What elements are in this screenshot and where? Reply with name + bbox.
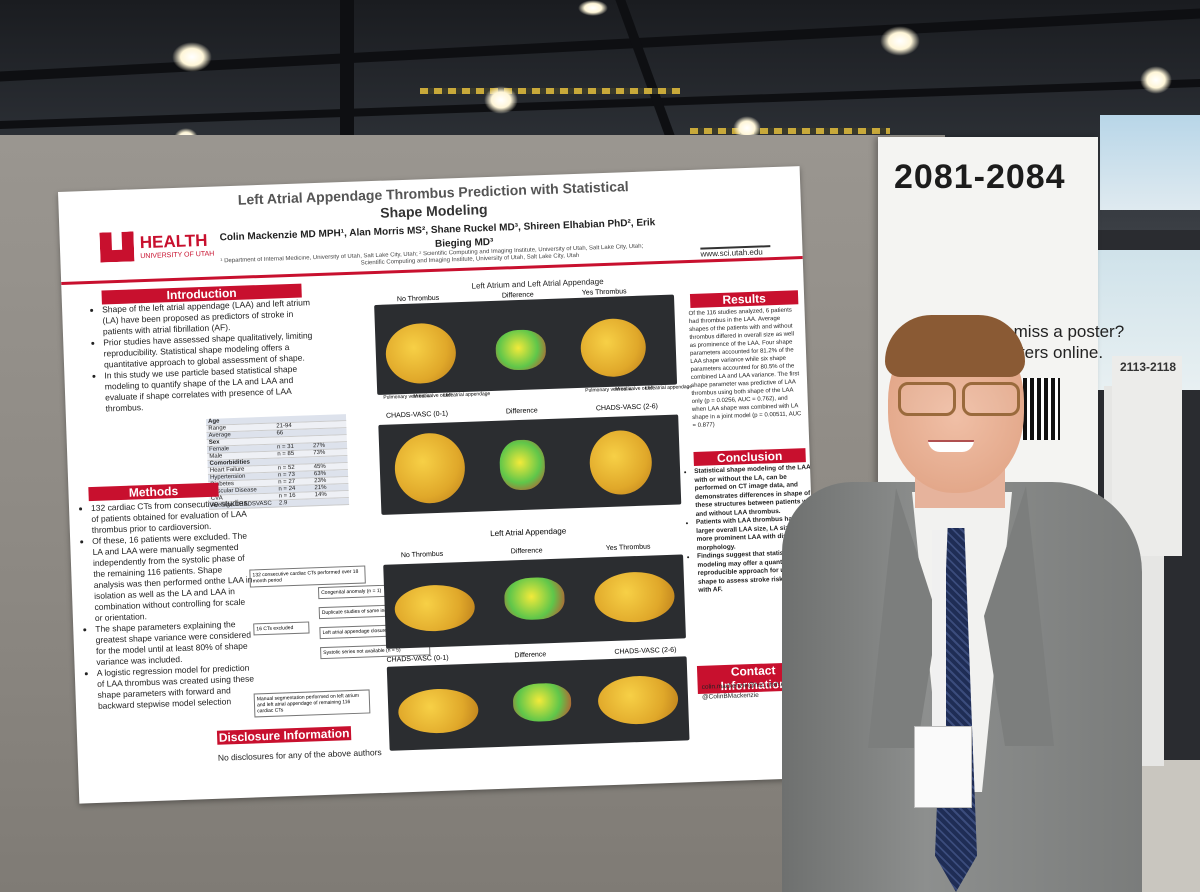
conclusion-header: Conclusion bbox=[693, 448, 806, 466]
sci-logo-icon bbox=[699, 223, 771, 250]
s3-label: Difference bbox=[510, 547, 543, 556]
s2-label: CHADS-VASC (2-6) bbox=[595, 403, 659, 413]
logo-university: UNIVERSITY OF UTAH bbox=[140, 250, 215, 261]
flow-excluded-box: 16 CTs excluded bbox=[253, 621, 310, 636]
s2-label: Difference bbox=[505, 407, 538, 416]
person-smile bbox=[928, 440, 974, 452]
s2-label: CHADS-VASC (0-1) bbox=[385, 410, 449, 420]
flow-end-box: Manual segmentation performed on left at… bbox=[253, 689, 371, 718]
intro-list: Shape of the left atrial appendage (LAA)… bbox=[90, 297, 326, 415]
name-badge bbox=[914, 726, 972, 808]
ceiling-light bbox=[578, 0, 608, 16]
logo-health: HEALTH bbox=[139, 230, 208, 253]
s3-label: Yes Thrombus bbox=[605, 543, 651, 553]
s1-label: Difference bbox=[501, 291, 534, 300]
methods-item: A logistic regression model for predicti… bbox=[97, 662, 258, 712]
secondary-sign-number: 2113-2118 bbox=[1120, 360, 1177, 374]
person-hair bbox=[885, 315, 1025, 377]
methods-item: 132 cardiac CTs from consecutive studies… bbox=[91, 497, 252, 536]
university-logo-icon bbox=[99, 231, 134, 262]
center-section1-title: Left Atrium and Left Atrial Appendage bbox=[471, 277, 604, 291]
board-number: 2081-2084 bbox=[894, 158, 1066, 196]
shape-model-image-2 bbox=[378, 414, 682, 515]
s4-label: CHADS-VASC (2-6) bbox=[614, 646, 677, 656]
qr-code-icon bbox=[1016, 378, 1060, 440]
poster-authors-2: Bieging MD³ bbox=[434, 236, 494, 250]
table-cell: 63% bbox=[313, 470, 327, 478]
ceiling-light bbox=[880, 26, 920, 56]
s1-label: No Thrombus bbox=[396, 294, 440, 304]
sign-text-line1: ou miss a poster? bbox=[990, 322, 1125, 341]
methods-item: Of these, 16 patients were excluded. The… bbox=[92, 530, 255, 624]
shape-model-image-3 bbox=[383, 554, 686, 649]
results-header: Results bbox=[689, 290, 799, 308]
lanyard bbox=[932, 530, 946, 730]
contact-handle: @ColinBMackenzie bbox=[701, 691, 759, 701]
flow-start-box: 132 consecutive cardiac CTs performed ov… bbox=[249, 565, 366, 588]
intro-item: In this study we use particle based stat… bbox=[104, 363, 325, 415]
center-section2-title: Left Atrial Appendage bbox=[490, 526, 567, 539]
s1-annotation: Left atrial appendage bbox=[645, 383, 693, 392]
results-text: Of the 116 studies analyzed, 6 patients … bbox=[688, 307, 802, 429]
ceiling-light bbox=[172, 42, 212, 72]
s4-label: CHADS-VASC (0-1) bbox=[386, 654, 449, 664]
disclosure-header: Disclosure Information bbox=[216, 726, 352, 745]
table-cell bbox=[313, 498, 349, 505]
table-cell bbox=[275, 457, 311, 464]
shape-model-image-4 bbox=[386, 656, 690, 751]
research-poster: Left Atrial Appendage Thrombus Predictio… bbox=[58, 166, 821, 804]
ceiling-light bbox=[1140, 66, 1172, 94]
s1-annotation: Left atrial appendage bbox=[443, 391, 491, 399]
disclosure-text: No disclosures for any of the above auth… bbox=[217, 747, 382, 763]
table-cell bbox=[310, 421, 346, 428]
methods-list: 132 cardiac CTs from consecutive studies… bbox=[79, 497, 258, 712]
demographics-table: Age Range 21-94 Average 66 Sex Female n = 31 27%… bbox=[206, 414, 350, 510]
eyeglasses-icon bbox=[896, 382, 1020, 416]
ceiling-light bbox=[484, 86, 518, 114]
s3-label: No Thrombus bbox=[400, 550, 444, 560]
sign-text-line2: osters online. bbox=[1002, 343, 1104, 362]
table-cell: 66 bbox=[276, 430, 284, 437]
skylight-window bbox=[1100, 115, 1200, 210]
s4-label: Difference bbox=[514, 651, 547, 660]
shape-model-image-1 bbox=[374, 294, 678, 395]
table-cell: 2.9 bbox=[278, 500, 288, 507]
methods-item: The shape parameters explaining the grea… bbox=[95, 618, 256, 668]
